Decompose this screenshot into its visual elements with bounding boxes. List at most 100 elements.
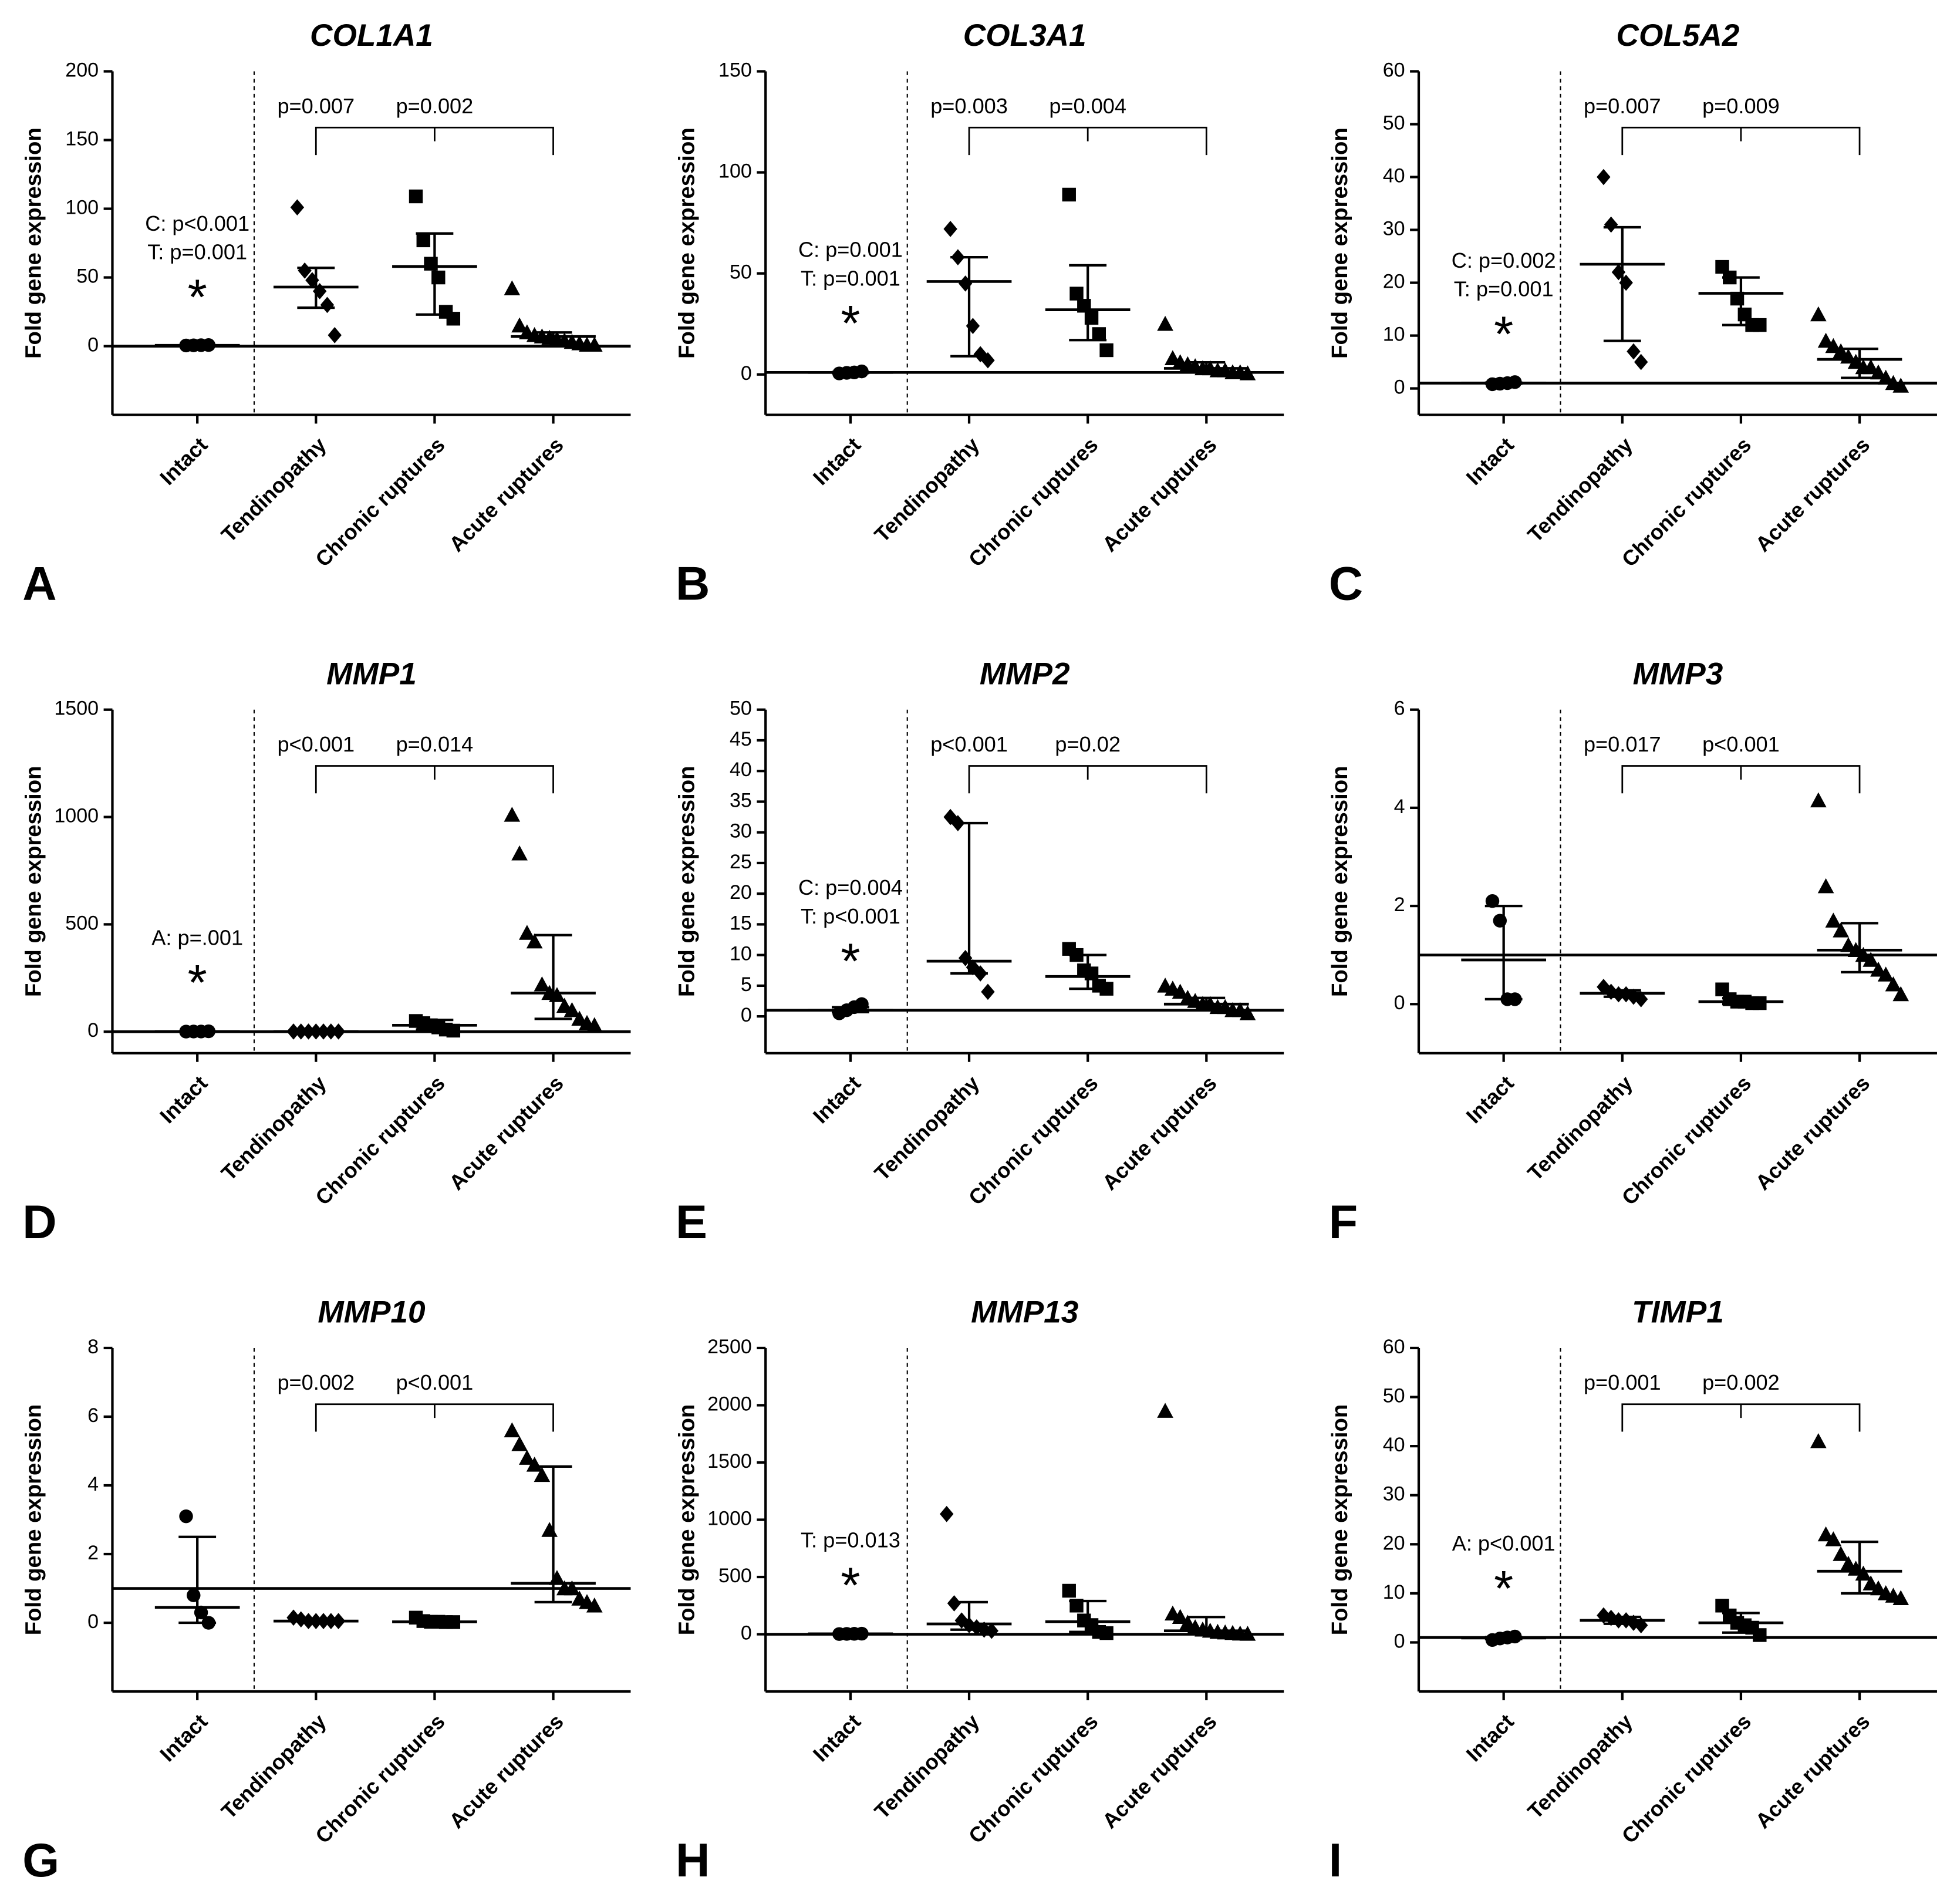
point	[1172, 983, 1189, 999]
y-tick-label: 2000	[707, 1393, 752, 1415]
comparison-p-value: p=0.002	[277, 1370, 355, 1394]
significance-mark: *	[841, 934, 860, 990]
y-tick-label: 40	[1383, 165, 1405, 187]
point	[1239, 1626, 1256, 1641]
point	[966, 318, 980, 335]
point	[504, 807, 521, 822]
point	[1619, 274, 1633, 291]
point	[1825, 338, 1842, 353]
x-tick-label: Acute ruptures	[1750, 433, 1874, 557]
point	[564, 1002, 581, 1017]
x-tick-label: Chronic ruptures	[1617, 1071, 1756, 1209]
point	[1817, 1526, 1834, 1542]
y-tick-label: 35	[730, 789, 752, 811]
comparison-p-value: p<0.001	[1702, 732, 1780, 756]
y-tick-label: 0	[1394, 992, 1405, 1014]
point	[1833, 1546, 1849, 1561]
panel-label: G	[22, 1834, 59, 1887]
y-tick-label: 1500	[54, 697, 99, 720]
y-tick-label: 20	[1383, 1532, 1405, 1554]
comparison-p-value: p=0.001	[1584, 1370, 1661, 1394]
stat-annotation: C: p=0.001	[798, 238, 903, 262]
point	[519, 925, 535, 940]
y-tick-label: 6	[87, 1404, 99, 1427]
panel: COL3A1 Fold gene expression B 0 50 100 150 Inta…	[674, 18, 1284, 611]
y-axis-label: Fold gene expression	[674, 766, 699, 998]
y-tick-label: 0	[1394, 1630, 1405, 1652]
x-tick-label: Intact	[155, 433, 212, 490]
chart-title: MMP10	[318, 1295, 426, 1330]
y-tick-label: 50	[730, 697, 752, 720]
point	[526, 1457, 543, 1472]
point	[298, 262, 312, 279]
x-tick-label: Tendinopathy	[217, 1071, 331, 1185]
comparison-p-value: p=0.017	[1584, 732, 1661, 756]
x-tick-label: Acute ruptures	[1098, 433, 1222, 557]
panel-label: B	[676, 558, 710, 611]
y-tick-label: 50	[1383, 1385, 1405, 1407]
panel: MMP13 Fold gene expression H 0 500 1000 1500 20…	[674, 1295, 1284, 1887]
y-axis-label: Fold gene expression	[1327, 766, 1352, 998]
point	[586, 1017, 603, 1033]
x-tick-label: Acute ruptures	[444, 433, 568, 557]
significance-mark: *	[188, 955, 207, 1011]
y-tick-label: 8	[87, 1336, 99, 1358]
comparison-p-value: p=0.014	[396, 732, 474, 756]
point	[1833, 922, 1849, 938]
point	[511, 1435, 528, 1451]
y-tick-label: 100	[65, 197, 99, 219]
x-tick-label: Intact	[1462, 1709, 1519, 1766]
y-axis-label: Fold gene expression	[21, 127, 46, 359]
x-tick-label: Tendinopathy	[1523, 1709, 1637, 1824]
point	[1877, 966, 1894, 982]
y-tick-label: 1500	[707, 1450, 752, 1472]
point	[1753, 1628, 1767, 1642]
point	[1817, 878, 1834, 894]
panel-label: E	[676, 1196, 707, 1249]
y-tick-label: 1000	[54, 805, 99, 827]
y-tick-label: 50	[76, 265, 99, 288]
x-tick-label: Intact	[1462, 1071, 1519, 1128]
panel: TIMP1 Fold gene expression I 0 10 20 30 40 50 60 I…	[1327, 1295, 1937, 1887]
comparison-p-value: p=0.003	[930, 94, 1008, 118]
panel: MMP3 Fold gene expression F 0 2 4 6 Intact Tendi…	[1327, 656, 1937, 1249]
panel-label: D	[22, 1196, 56, 1249]
comparison-p-value: p=0.007	[277, 94, 355, 118]
point	[1870, 364, 1887, 380]
panel-label: H	[676, 1834, 710, 1887]
y-axis-label: Fold gene expression	[21, 766, 46, 998]
x-tick-label: Intact	[808, 433, 865, 490]
point	[1862, 359, 1880, 375]
point	[586, 1597, 603, 1613]
chart-title: MMP1	[326, 656, 417, 691]
x-tick-label: Chronic ruptures	[964, 1071, 1102, 1209]
comparison-p-value: p=0.004	[1049, 94, 1126, 118]
point	[586, 336, 603, 352]
x-tick-label: Intact	[808, 1071, 865, 1128]
point	[1062, 1583, 1076, 1598]
y-tick-label: 6	[1394, 697, 1405, 720]
point	[1892, 986, 1909, 1002]
panel-label: I	[1329, 1834, 1342, 1887]
x-tick-label: Tendinopathy	[870, 433, 984, 547]
point	[409, 189, 423, 204]
point	[1810, 792, 1827, 808]
point	[1885, 976, 1902, 992]
y-axis-label: Fold gene expression	[1327, 1404, 1352, 1636]
point	[1069, 287, 1084, 301]
panel-label: A	[22, 558, 56, 611]
chart-title: COL3A1	[963, 18, 1087, 53]
point	[1715, 260, 1729, 274]
x-tick-label: Tendinopathy	[870, 1709, 984, 1824]
x-tick-label: Tendinopathy	[870, 1071, 984, 1185]
chart-title: MMP2	[980, 656, 1070, 691]
chart-title: COL1A1	[310, 18, 433, 53]
x-tick-label: Acute ruptures	[1750, 1071, 1874, 1195]
y-tick-label: 30	[730, 820, 752, 843]
point	[564, 1580, 581, 1596]
y-tick-label: 5	[741, 973, 752, 996]
y-tick-label: 10	[1383, 323, 1405, 346]
stat-annotation: T: p=0.001	[801, 266, 900, 290]
stat-annotation: T: p=0.001	[147, 240, 247, 264]
comparison-bracket	[968, 126, 1207, 156]
